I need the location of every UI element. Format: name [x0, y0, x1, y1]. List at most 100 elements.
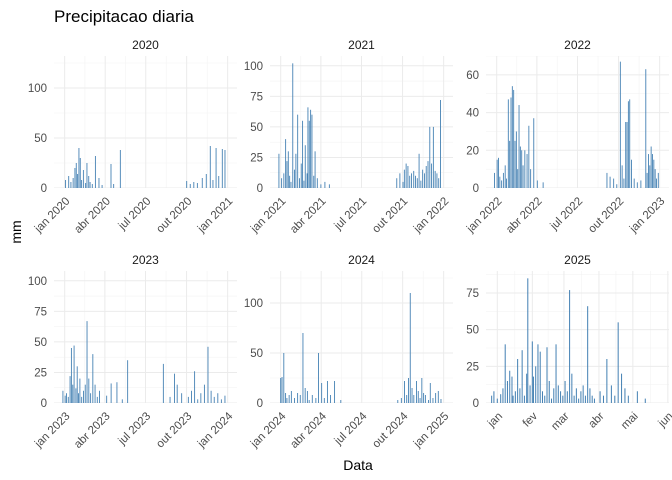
bar: [515, 131, 517, 188]
bar: [518, 105, 520, 188]
bar: [411, 173, 412, 188]
bar: [290, 181, 292, 188]
x-tick-label: jan 2022: [464, 195, 504, 235]
bar: [571, 373, 573, 403]
x-tick-label: jan 2021: [248, 195, 288, 235]
bar: [88, 378, 90, 403]
bar: [519, 146, 521, 188]
chart-title: Precipitacao diaria: [54, 7, 194, 26]
bar: [205, 174, 207, 188]
bar: [644, 398, 646, 403]
bar: [65, 180, 67, 188]
bar: [496, 398, 498, 403]
bar: [625, 122, 627, 188]
bar: [162, 363, 164, 403]
bar: [517, 359, 519, 403]
bar: [575, 388, 577, 403]
bar: [409, 175, 411, 188]
y-tick-label: 60: [466, 70, 479, 82]
panel-bars: [65, 146, 226, 188]
bar: [207, 346, 209, 403]
x-tick-label: mar: [549, 410, 572, 433]
bar: [302, 120, 304, 188]
bar: [657, 172, 659, 188]
bar: [285, 139, 287, 188]
bar: [326, 381, 328, 403]
bar: [169, 396, 171, 403]
bar: [432, 126, 434, 188]
bar: [314, 151, 316, 188]
bar: [593, 398, 595, 403]
bar: [548, 381, 550, 403]
bar: [530, 169, 532, 188]
bar: [415, 175, 416, 188]
bar: [86, 321, 88, 403]
bar: [62, 390, 64, 403]
x-tick-label: jan: [485, 410, 505, 430]
bar: [613, 178, 615, 188]
bar: [429, 383, 431, 403]
y-tick-label: 40: [466, 108, 479, 120]
bar: [652, 154, 653, 188]
y-tick-label: 0: [41, 398, 47, 410]
bar: [281, 377, 283, 403]
bar: [532, 376, 534, 403]
bar: [425, 166, 427, 188]
x-tick-label: abr 2024: [288, 410, 329, 451]
bar: [512, 395, 514, 403]
bar: [573, 395, 575, 403]
bar: [288, 395, 290, 403]
panel-2024: 2024 0 50 100 jan 2024 abr 2024 jul 2024 out 20…: [244, 253, 453, 451]
bar: [224, 395, 226, 403]
bar: [633, 178, 635, 188]
panel-grid: [54, 56, 237, 188]
bar: [623, 178, 625, 188]
bar: [306, 173, 308, 188]
x-tick-label: abr 2021: [288, 195, 329, 236]
bar: [311, 114, 313, 188]
bar: [602, 395, 604, 403]
bar: [584, 395, 586, 403]
x-tick-label: jan 2020: [32, 195, 72, 235]
bar: [94, 156, 96, 188]
bar: [400, 398, 402, 403]
bar: [498, 157, 499, 188]
bar: [66, 393, 67, 403]
bar: [653, 159, 655, 188]
bar: [496, 159, 498, 188]
bar: [418, 153, 420, 188]
x-tick-label: jan 2023: [627, 195, 667, 235]
panel-2020: 2020 0 50 100 jan 2020 abr 2020 jul 2020 out 20…: [28, 38, 237, 236]
facet-label: 2023: [132, 253, 159, 267]
bar: [535, 366, 537, 403]
bar: [89, 182, 91, 188]
bar: [74, 168, 76, 188]
bar: [560, 391, 562, 403]
bar: [416, 381, 417, 403]
bar: [606, 359, 608, 403]
bar: [649, 165, 651, 188]
bar: [569, 290, 571, 403]
bar: [580, 391, 582, 403]
bar: [521, 150, 523, 188]
bar: [616, 184, 618, 188]
bar: [413, 395, 415, 403]
bar: [396, 178, 398, 188]
bar: [656, 178, 657, 188]
bar: [564, 381, 566, 403]
y-tick-label: 50: [466, 325, 479, 337]
bar: [81, 396, 83, 403]
panel-bars: [280, 293, 442, 403]
bar: [69, 376, 71, 403]
bar: [196, 183, 198, 188]
y-tick-label: 75: [466, 288, 479, 300]
bar: [621, 373, 623, 403]
bar: [221, 149, 223, 188]
y-tick-label: 100: [244, 298, 263, 310]
x-tick-label: jul 2021: [332, 195, 370, 233]
panel-2025: 2025 0 25 50 75 jan fev mar abr mai jun: [466, 253, 672, 433]
bar: [397, 400, 399, 403]
bar: [110, 383, 112, 403]
bar: [290, 391, 292, 403]
